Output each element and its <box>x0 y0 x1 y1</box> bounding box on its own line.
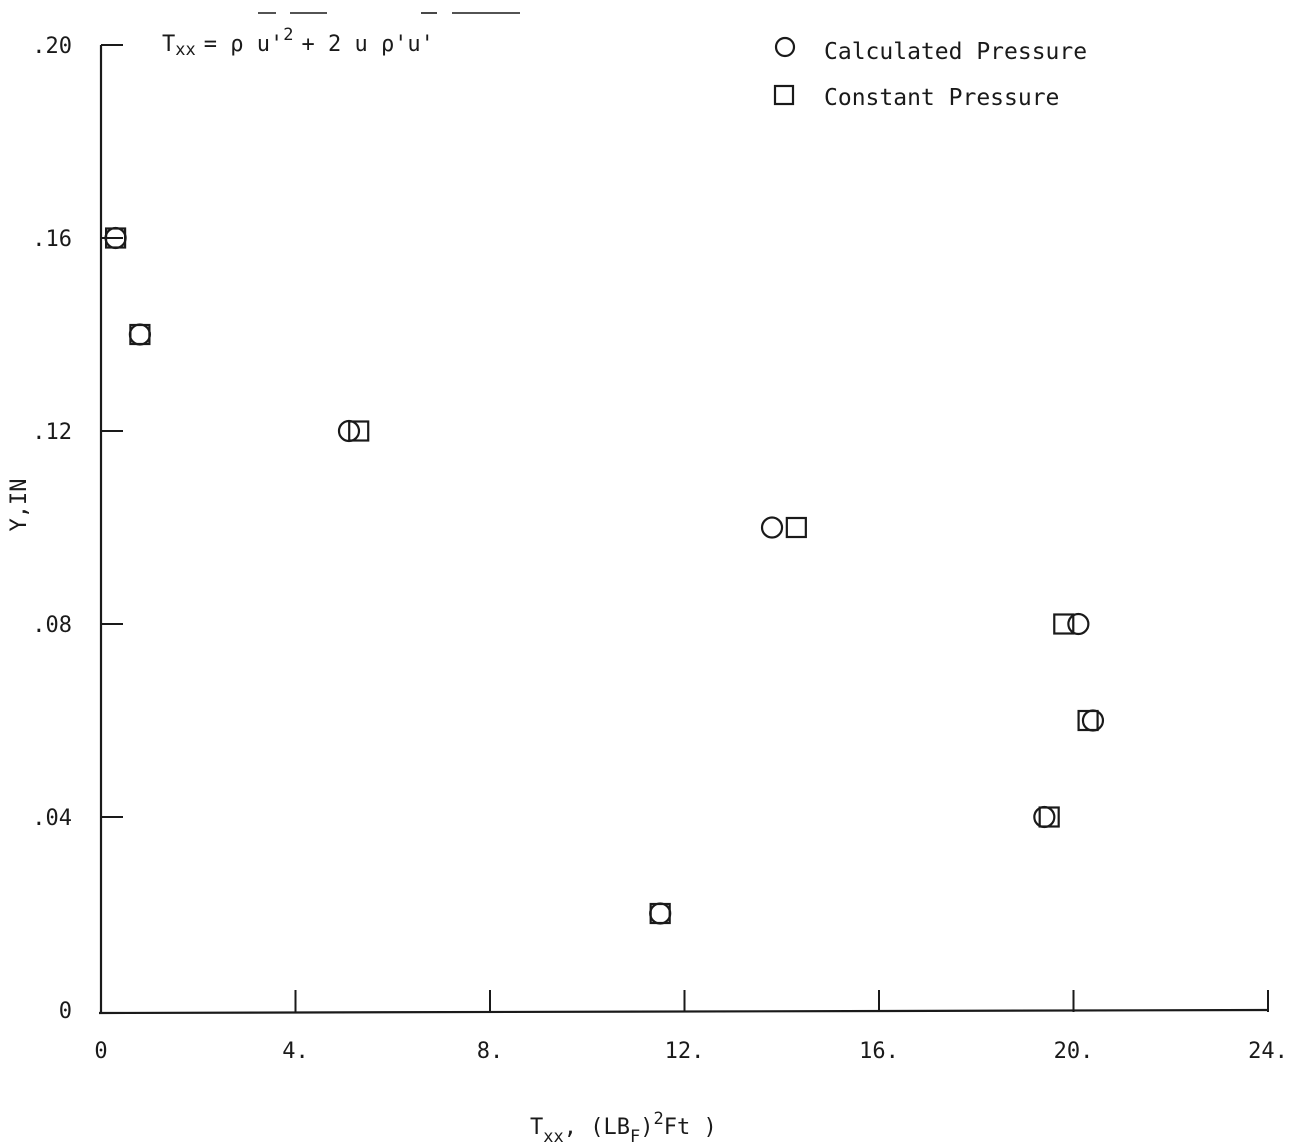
formula-annotation: Txx = ρ u'2 + 2 u ρ'u' <box>162 12 520 60</box>
formula-lhs: T <box>162 32 175 57</box>
x-axis-title-subscript: xx <box>543 1127 563 1142</box>
x-axis-title-main: T <box>530 1115 543 1140</box>
y-tick-label: 0 <box>59 999 72 1024</box>
x-tick-label: 0 <box>94 1039 107 1064</box>
axes: 0 .04 .08 .12 .16 .20 0 4. 8. 12. 16. 20. 24. <box>32 34 1288 1064</box>
data-point-constant-pressure <box>649 902 671 925</box>
legend-label-constant: Constant Pressure <box>824 85 1059 111</box>
x-axis-title: Txx, (LBF)2Ft ) <box>530 1109 717 1142</box>
y-tick-label: .20 <box>32 34 72 59</box>
data-point-constant-pressure <box>348 420 370 442</box>
x-axis-title-superscript: 2 <box>653 1109 663 1129</box>
x-axis-title-end: Ft ) <box>664 1115 717 1140</box>
formula-rhs: = ρ u' <box>204 32 283 57</box>
legend-label-calculated: Calculated Pressure <box>824 39 1087 65</box>
data-point-calculated-pressure <box>760 516 784 539</box>
x-tick-label: 16. <box>859 1039 899 1064</box>
x-tick-label: 4. <box>282 1039 309 1064</box>
data-point-calculated-pressure <box>649 902 672 925</box>
x-tick-label: 8. <box>477 1039 504 1064</box>
data-point-constant-pressure <box>104 227 127 249</box>
formula-text: Txx = ρ u'2 + 2 u ρ'u' <box>162 25 434 60</box>
y-tick-label: .12 <box>32 420 72 445</box>
data-point-constant-pressure <box>1077 709 1099 732</box>
x-tick-label: 24. <box>1248 1039 1288 1064</box>
y-tick-label: .08 <box>32 613 72 638</box>
data-point-calculated-pressure <box>1081 709 1105 732</box>
data-point-calculated-pressure <box>128 323 151 346</box>
formula-superscript: 2 <box>283 25 293 45</box>
formula-rhs-tail: + 2 u ρ'u' <box>301 32 433 57</box>
x-tick-label: 20. <box>1054 1039 1094 1064</box>
y-tick-label: .16 <box>32 227 72 252</box>
y-axis-title: Y,IN <box>7 479 32 532</box>
legend-circle-marker <box>774 36 796 58</box>
data-marks <box>104 226 1105 925</box>
data-point-calculated-pressure <box>1033 805 1056 829</box>
legend: Calculated Pressure Constant Pressure <box>773 36 1087 111</box>
x-axis-title-mid: , (LB <box>564 1115 630 1140</box>
data-point-constant-pressure <box>785 516 807 539</box>
data-point-constant-pressure <box>1038 806 1060 828</box>
data-point-constant-pressure <box>129 323 151 346</box>
formula-lhs-subscript: xx <box>175 40 195 60</box>
data-point-constant-pressure <box>1053 613 1075 635</box>
x-tick-label: 12. <box>665 1039 705 1064</box>
data-point-calculated-pressure <box>1067 612 1090 636</box>
x-axis-title-paren: ) <box>640 1115 653 1140</box>
legend-square-marker <box>773 84 795 106</box>
y-tick-label: .04 <box>32 806 72 831</box>
x-axis-title-subscript-f: F <box>630 1127 640 1142</box>
